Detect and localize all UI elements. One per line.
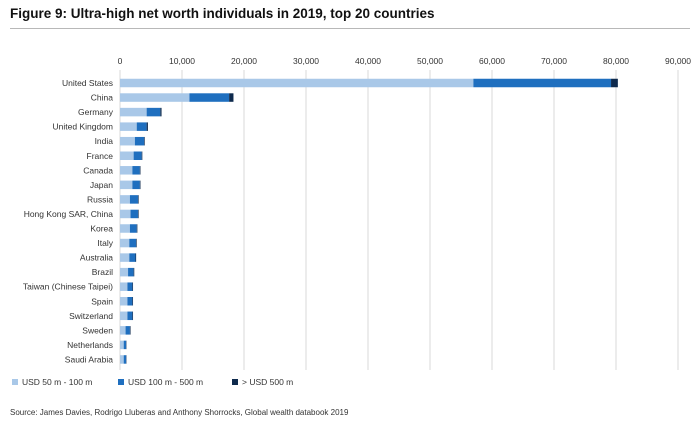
bar-segment <box>611 78 618 88</box>
legend-label: USD 100 m - 500 m <box>128 377 203 387</box>
y-tick-label: Hong Kong SAR, China <box>24 209 114 219</box>
bar-segment <box>120 238 130 248</box>
x-tick-label: 60,000 <box>479 56 505 66</box>
x-tick-label: 90,000 <box>665 56 691 66</box>
legend-swatch <box>232 379 238 385</box>
x-tick-label: 20,000 <box>231 56 257 66</box>
y-tick-label: Brazil <box>92 267 113 277</box>
bar-segment <box>132 180 140 190</box>
bar-segment <box>120 253 130 262</box>
x-tick-label: 80,000 <box>603 56 629 66</box>
legend-label: > USD 500 m <box>242 377 293 387</box>
x-tick-label: 30,000 <box>293 56 319 66</box>
y-tick-label: United Kingdom <box>53 122 113 132</box>
y-tick-label: United States <box>62 78 113 88</box>
y-tick-label: India <box>95 136 114 146</box>
bar-segment <box>120 209 131 219</box>
bar-segment <box>120 224 130 233</box>
bar-segment <box>136 224 138 233</box>
x-tick-label: 50,000 <box>417 56 443 66</box>
bar-segment <box>127 282 133 291</box>
y-tick-label: Taiwan (Chinese Taipei) <box>23 282 113 292</box>
bar-segment <box>137 209 139 219</box>
bar-segment <box>473 78 612 88</box>
bar-segment <box>120 340 124 350</box>
bar-segment <box>120 151 134 160</box>
bar-segment <box>133 151 142 160</box>
y-tick-label: Russia <box>87 194 113 204</box>
y-tick-label: Saudi Arabia <box>65 354 113 364</box>
bar-segment <box>129 326 131 335</box>
bar-segment <box>139 166 141 175</box>
bar-segment <box>123 355 127 364</box>
bar-segment <box>146 122 148 131</box>
bar-segment <box>136 122 147 131</box>
legend-swatch <box>12 379 18 385</box>
bar-segment <box>120 311 128 321</box>
bar-segment <box>128 267 134 277</box>
x-tick-label: 40,000 <box>355 56 381 66</box>
bar-segment <box>125 326 130 335</box>
bar-segment <box>120 107 147 117</box>
bar-segment <box>120 326 126 335</box>
bar-segment <box>141 151 143 160</box>
bar-segment <box>133 267 135 277</box>
bar-segment <box>160 107 162 117</box>
y-tick-label: China <box>91 93 113 103</box>
bar-segment <box>136 238 137 248</box>
bar-segment <box>132 297 134 306</box>
bar-segment <box>132 166 140 175</box>
bar-segment <box>129 253 136 262</box>
stacked-bar-chart: 0 10,000 20,000 30,000 40,000 50,000 60,000 70,… <box>12 56 691 387</box>
y-tick-label: Korea <box>90 224 113 234</box>
bar-segment <box>189 93 230 102</box>
bar-segment <box>229 93 234 102</box>
bar-segment <box>137 195 139 204</box>
bar-segment <box>139 180 141 190</box>
bar-segment <box>120 166 133 175</box>
bar-segment <box>120 282 128 291</box>
bar-segment <box>120 136 135 146</box>
bar-segment <box>135 253 137 262</box>
bar-segment <box>120 195 130 204</box>
bar-segment <box>130 209 138 219</box>
bar-segment <box>127 311 133 321</box>
bar-segment <box>120 122 137 131</box>
source-note: Source: James Davies, Rodrigo Lluberas a… <box>10 408 349 417</box>
bar-segment <box>146 107 161 117</box>
bar-segment <box>120 355 124 364</box>
x-tick-label: 10,000 <box>169 56 195 66</box>
legend-swatch <box>118 379 124 385</box>
y-tick-label: Japan <box>90 180 113 190</box>
y-tick-label: Italy <box>97 238 113 248</box>
y-tick-label: Germany <box>78 107 114 117</box>
bar-segment <box>120 297 128 306</box>
y-tick-label: Australia <box>80 253 113 263</box>
y-tick-label: Netherlands <box>67 340 113 350</box>
bar-segment <box>123 340 127 350</box>
bar-segment <box>120 267 129 277</box>
legend-label: USD 50 m - 100 m <box>22 377 92 387</box>
bar-segment <box>134 136 145 146</box>
y-tick-label: Spain <box>91 296 113 306</box>
x-tick-label: 70,000 <box>541 56 567 66</box>
bar-segment <box>129 238 137 248</box>
bar-segment <box>129 195 138 204</box>
y-tick-label: France <box>87 151 114 161</box>
bar-segment <box>132 311 134 321</box>
y-tick-label: Canada <box>83 165 113 175</box>
bar-segment <box>120 180 133 190</box>
bar-segment <box>132 282 134 291</box>
x-tick-label: 0 <box>118 56 123 66</box>
bar-segment <box>144 136 145 146</box>
bar-segment <box>120 93 190 102</box>
bar-segment <box>120 78 474 88</box>
y-tick-label: Sweden <box>82 325 113 335</box>
title-divider <box>10 28 690 29</box>
y-tick-label: Switzerland <box>69 311 113 321</box>
chart-title: Figure 9: Ultra-high net worth individua… <box>10 6 435 21</box>
bar-segment <box>129 224 137 233</box>
bar-segment <box>127 297 133 306</box>
